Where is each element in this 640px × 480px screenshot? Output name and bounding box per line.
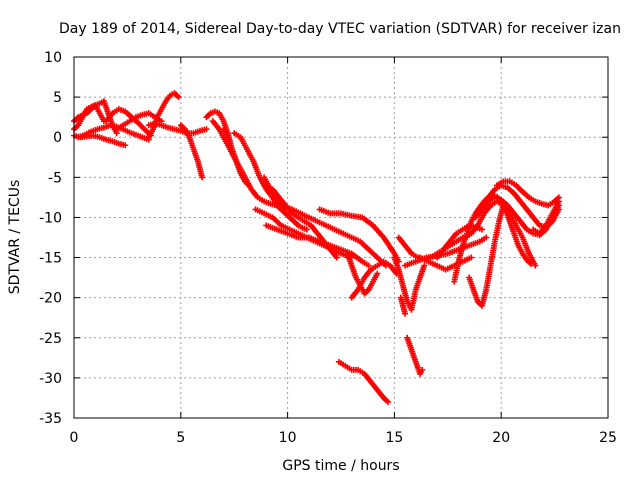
x-tick-label: 15 xyxy=(385,430,403,446)
chart-title: Day 189 of 2014, Sidereal Day-to-day VTE… xyxy=(59,21,621,37)
data-point xyxy=(555,198,562,205)
data-point xyxy=(303,226,310,233)
y-tick-label: 5 xyxy=(53,90,62,106)
data-point xyxy=(468,254,475,261)
data-point xyxy=(365,262,372,269)
data-point xyxy=(374,270,381,277)
y-tick-label: -35 xyxy=(39,411,62,427)
y-tick-label: -30 xyxy=(39,371,62,387)
series-arc-31 xyxy=(461,198,539,269)
x-axis-label: GPS time / hours xyxy=(282,458,399,474)
x-tick-label: 0 xyxy=(70,430,79,446)
series-arc-25 xyxy=(404,334,426,377)
data-point xyxy=(478,226,485,233)
series-arc-17 xyxy=(261,174,310,233)
series-arc-15 xyxy=(263,222,372,269)
series-arc-36 xyxy=(530,198,562,237)
y-axis-label: SDTVAR / TECUs xyxy=(7,180,23,295)
series-arc-32 xyxy=(466,202,507,309)
plot-frame xyxy=(73,56,609,419)
x-tick-label: 10 xyxy=(279,430,297,446)
series-arc-12 xyxy=(220,126,253,189)
data-point xyxy=(175,94,182,101)
data-point xyxy=(246,182,253,189)
data-point xyxy=(199,174,206,181)
data-point xyxy=(122,142,129,149)
series-arc-02 xyxy=(71,98,120,137)
data-point xyxy=(483,234,490,241)
series-arc-23 xyxy=(391,254,428,313)
series-arc-34 xyxy=(485,182,562,231)
series-arc-21 xyxy=(348,258,400,301)
y-tick-label: 10 xyxy=(44,50,62,66)
y-tick-label: -5 xyxy=(48,170,62,186)
x-tick-label: 25 xyxy=(599,430,617,446)
data-points xyxy=(71,90,562,405)
data-point xyxy=(402,310,409,317)
data-point xyxy=(384,398,391,405)
y-tick-label: -10 xyxy=(39,210,62,226)
series-arc-24 xyxy=(397,294,409,317)
data-point xyxy=(333,254,340,261)
data-point xyxy=(419,366,426,373)
data-point xyxy=(532,262,539,269)
series-arc-22 xyxy=(335,358,391,405)
y-tick-label: -25 xyxy=(39,331,62,347)
y-tick-label: -15 xyxy=(39,251,62,267)
grid xyxy=(74,57,608,418)
series-arc-18 xyxy=(280,202,389,269)
series-arc-09 xyxy=(177,122,206,181)
data-point xyxy=(203,126,210,133)
y-tick-label: -20 xyxy=(39,291,62,307)
x-tick-label: 5 xyxy=(176,430,185,446)
x-tick-label: 20 xyxy=(492,430,510,446)
data-point xyxy=(421,262,428,269)
y-tick-label: 0 xyxy=(53,130,62,146)
